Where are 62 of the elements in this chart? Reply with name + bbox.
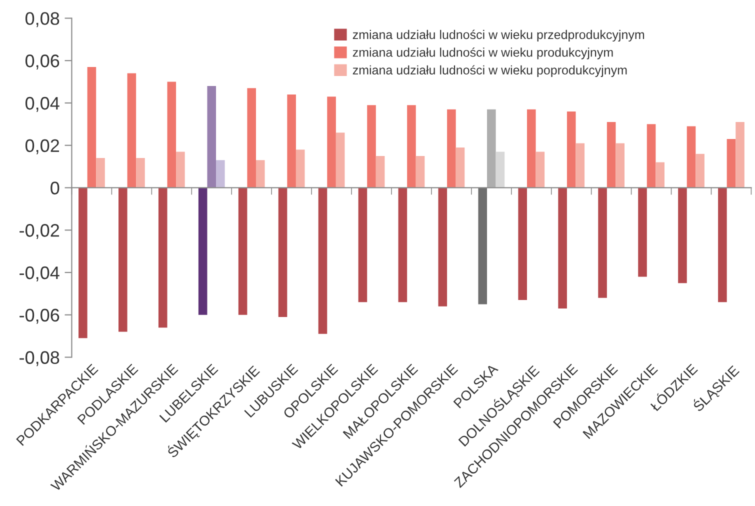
bar	[176, 152, 185, 188]
bar	[726, 138, 736, 188]
bar	[278, 188, 288, 317]
bar	[238, 188, 248, 315]
y-tick-label: -0,02	[20, 224, 60, 239]
bar	[398, 188, 408, 302]
bar	[207, 86, 216, 188]
bar	[656, 162, 664, 188]
bar	[447, 109, 456, 188]
y-tick-label: 0,08	[25, 12, 60, 28]
bar	[96, 158, 105, 188]
bar	[376, 156, 385, 188]
bar	[407, 105, 416, 188]
bar	[287, 94, 296, 188]
bar	[536, 152, 545, 188]
bar	[566, 111, 576, 188]
bar	[598, 188, 607, 298]
bar	[358, 188, 368, 302]
bar	[576, 143, 585, 188]
bar	[256, 160, 265, 188]
bar	[247, 88, 256, 188]
bar	[558, 188, 567, 308]
bar	[646, 124, 656, 188]
bar	[87, 66, 96, 188]
bar	[216, 160, 225, 188]
bar	[487, 109, 496, 188]
bar	[686, 126, 696, 188]
bar	[167, 82, 176, 188]
y-tick-label: -0,06	[20, 308, 60, 324]
bar	[136, 158, 145, 188]
bar	[416, 156, 425, 188]
bar	[438, 188, 448, 306]
bar	[526, 109, 536, 188]
bar	[616, 143, 625, 188]
bar	[296, 150, 305, 188]
legend-label: zmiana udziału ludności w wieku produkcyjnym	[352, 47, 613, 60]
bar	[336, 132, 345, 188]
y-tick-label: -0,04	[20, 266, 60, 282]
bar	[327, 96, 336, 188]
bar	[496, 152, 505, 188]
bar	[318, 188, 328, 334]
bar	[198, 188, 208, 315]
legend-label: zmiana udziału ludności w wieku przedprodukcyjnym	[352, 30, 644, 42]
bar	[78, 188, 88, 338]
bar	[127, 73, 136, 188]
bar	[118, 188, 128, 332]
y-tick-label: 0,02	[25, 139, 60, 154]
y-tick-label: 0	[50, 182, 60, 194]
bar	[678, 188, 687, 284]
bar	[718, 188, 727, 302]
bar	[367, 105, 376, 188]
y-tick-label: 0,06	[25, 54, 60, 70]
legend-label: zmiana udziału ludności w wieku poprodukcyjnym	[352, 65, 627, 77]
bar	[736, 122, 744, 188]
bar	[518, 188, 527, 300]
bar	[478, 188, 488, 304]
bar	[638, 188, 647, 277]
bar	[456, 147, 465, 188]
bar	[696, 154, 704, 188]
bar	[606, 122, 616, 188]
y-tick-label: 0,04	[25, 96, 60, 112]
bar	[158, 188, 168, 328]
